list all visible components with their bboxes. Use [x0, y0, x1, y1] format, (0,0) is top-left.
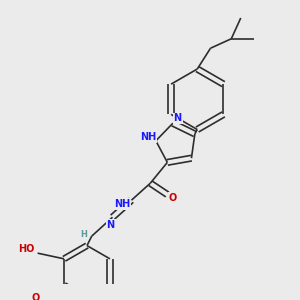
Text: N: N — [173, 113, 181, 124]
Text: H: H — [81, 230, 88, 239]
Text: NH: NH — [114, 199, 130, 209]
Text: O: O — [32, 292, 40, 300]
Text: O: O — [169, 193, 177, 203]
Text: HO: HO — [18, 244, 34, 254]
Text: NH: NH — [140, 132, 156, 142]
Text: N: N — [106, 220, 115, 230]
